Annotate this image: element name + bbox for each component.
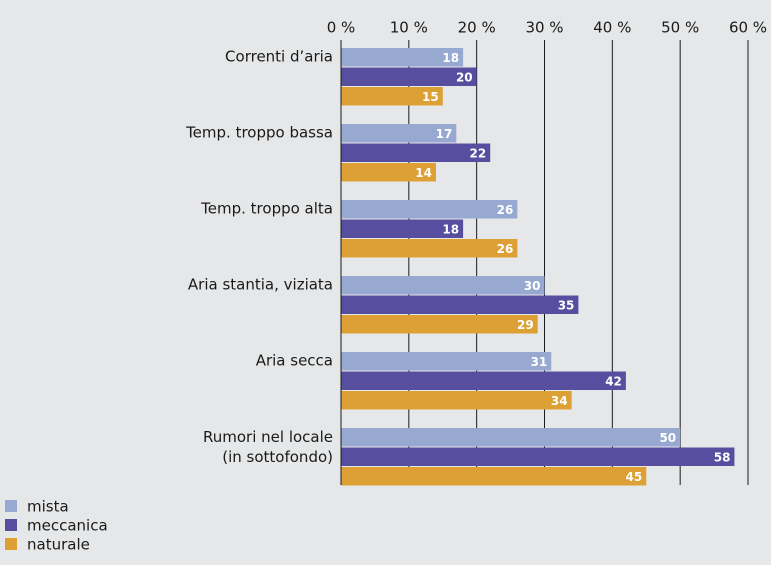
value-label: 30 [524, 279, 541, 293]
legend-label: mista [27, 498, 69, 516]
bar [341, 352, 552, 371]
x-tick-label: 0 % [327, 19, 356, 37]
value-label: 34 [551, 394, 568, 408]
value-label: 45 [626, 470, 643, 484]
bar [341, 391, 572, 410]
bar [341, 87, 443, 106]
category-label: Temp. troppo alta [200, 200, 333, 218]
category-label: Temp. troppo bassa [185, 124, 333, 142]
value-label: 22 [470, 146, 487, 160]
bar [341, 67, 477, 86]
category-label: Rumori nel locale (in sottofondo) [203, 428, 333, 466]
bar [341, 200, 518, 219]
value-label: 20 [456, 70, 473, 84]
bar [341, 467, 647, 486]
bar [341, 219, 464, 238]
bar [341, 124, 457, 143]
value-label: 15 [422, 90, 439, 104]
bar [341, 239, 518, 258]
legend-swatch [5, 519, 17, 531]
bar [341, 315, 538, 334]
value-label: 18 [442, 51, 459, 65]
value-label: 58 [714, 450, 731, 464]
bar [341, 143, 491, 162]
bar [341, 428, 681, 447]
legend-label: meccanica [27, 517, 108, 535]
value-label: 18 [442, 222, 459, 236]
legend-swatch [5, 538, 17, 550]
bar [341, 163, 436, 182]
value-label: 31 [531, 355, 548, 369]
bar [341, 447, 735, 466]
x-tick-label: 60 % [729, 19, 767, 37]
x-tick-label: 30 % [525, 19, 563, 37]
value-label: 29 [517, 318, 534, 332]
value-label: 35 [558, 298, 575, 312]
value-label: 50 [659, 431, 676, 445]
legend-label: naturale [27, 536, 90, 554]
x-tick-label: 20 % [458, 19, 496, 37]
value-label: 14 [415, 166, 432, 180]
x-tick-label: 10 % [390, 19, 428, 37]
category-label: Aria stantia, viziata [188, 276, 333, 294]
value-label: 26 [497, 242, 514, 256]
bar [341, 276, 545, 295]
value-label: 17 [436, 127, 453, 141]
bar [341, 295, 579, 314]
category-label: Aria secca [256, 352, 333, 370]
value-label: 42 [605, 374, 622, 388]
x-tick-label: 40 % [593, 19, 631, 37]
bar [341, 48, 464, 67]
x-tick-label: 50 % [661, 19, 699, 37]
category-label: Correnti d’aria [225, 48, 333, 66]
value-label: 26 [497, 203, 514, 217]
bar [341, 371, 626, 390]
legend-swatch [5, 500, 17, 512]
